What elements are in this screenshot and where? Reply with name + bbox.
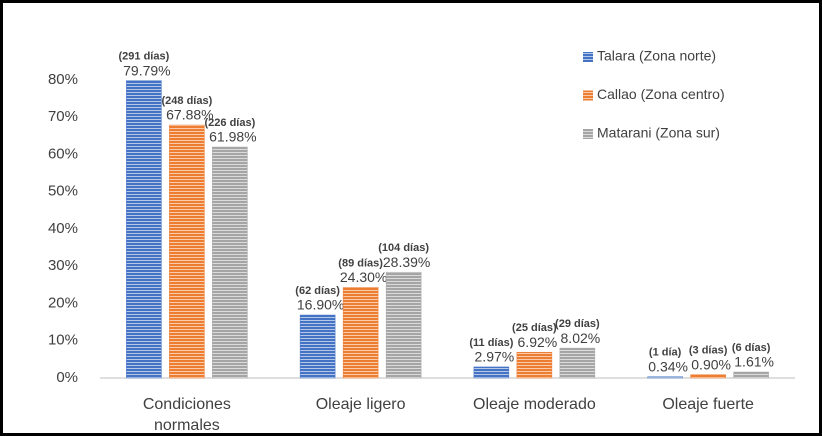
y-tick-label: 10% <box>48 332 78 349</box>
y-tick-label: 50% <box>48 183 78 200</box>
value-label: 1.61% <box>734 354 774 370</box>
value-label: 67.88% <box>166 107 213 123</box>
x-tick-label: Oleaje ligero <box>315 396 406 413</box>
y-tick-label: 20% <box>48 294 78 311</box>
bar <box>473 366 510 379</box>
day-label: (3 días) <box>689 345 728 357</box>
day-label: (104 días) <box>378 242 429 254</box>
day-label: (89 días) <box>338 257 383 269</box>
bar <box>647 376 683 379</box>
y-tick-label: 40% <box>48 220 78 237</box>
bar <box>126 80 162 379</box>
value-label: 79.79% <box>123 62 170 78</box>
day-label: (1 día) <box>649 347 682 359</box>
bar <box>690 374 726 379</box>
day-label: (25 días) <box>512 322 557 334</box>
day-label: (291 días) <box>119 51 170 63</box>
value-label: 28.39% <box>383 254 430 270</box>
day-label: (6 días) <box>732 342 771 354</box>
value-label: 0.34% <box>648 358 688 374</box>
value-label: 6.92% <box>518 334 558 350</box>
bar <box>516 351 553 379</box>
day-label: (29 días) <box>555 318 600 330</box>
y-tick-label: 0% <box>56 369 78 386</box>
y-tick-label: 80% <box>48 71 78 88</box>
value-label: 16.90% <box>297 297 344 313</box>
bar <box>559 347 596 379</box>
bar <box>342 287 379 379</box>
y-tick-label: 30% <box>48 257 78 274</box>
legend-swatch <box>583 129 593 139</box>
bar <box>169 124 205 379</box>
legend-label: Talara (Zona norte) <box>597 48 716 64</box>
x-tick-label: Oleaje fuerte <box>662 396 754 413</box>
legend-swatch <box>583 52 593 62</box>
x-tick-label: Condiciones normales <box>142 396 231 434</box>
day-label: (226 días) <box>205 117 256 129</box>
value-label: 2.97% <box>475 349 515 365</box>
day-label: (11 días) <box>469 337 513 349</box>
day-label: (248 días) <box>162 95 213 107</box>
legend-swatch <box>583 90 593 101</box>
bar <box>385 271 422 379</box>
y-tick-label: 70% <box>48 108 78 125</box>
y-tick-label: 60% <box>48 145 78 162</box>
value-label: 61.98% <box>209 129 256 145</box>
value-label: 8.02% <box>561 330 601 346</box>
value-label: 0.90% <box>691 356 731 372</box>
bar <box>733 371 769 379</box>
legend-label: Matarani (Zona sur) <box>597 125 720 141</box>
bar <box>212 146 248 379</box>
legend-label: Callao (Zona centro) <box>597 86 725 102</box>
value-label: 24.30% <box>340 269 387 285</box>
day-label: (62 días) <box>295 285 340 297</box>
bar <box>299 314 336 379</box>
x-tick-label: Oleaje moderado <box>473 396 596 413</box>
